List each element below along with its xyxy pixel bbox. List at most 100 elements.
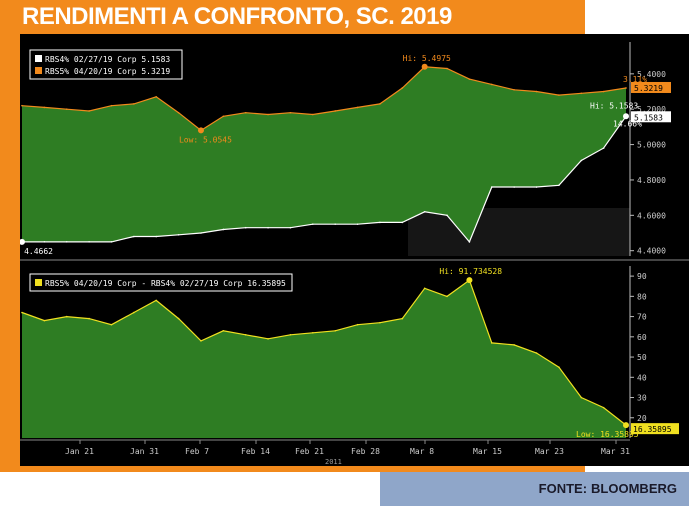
bottom-yellow-point bbox=[88, 317, 90, 320]
top-legend-label-white: RBS4% 02/27/19 Corp 5.1583 bbox=[45, 55, 170, 64]
top-hi2-label: Hi: 5.1583 bbox=[590, 101, 638, 110]
top-white-point bbox=[200, 232, 202, 234]
top-orange-point bbox=[267, 113, 269, 116]
top-diff-label-orange: 3.11% bbox=[623, 75, 647, 84]
x-tick-label: Mar 31 bbox=[601, 447, 630, 456]
bottom-legend-box bbox=[29, 273, 293, 292]
bottom-y-tick-label: 40 bbox=[637, 373, 647, 382]
top-hi-marker bbox=[421, 63, 428, 70]
bottom-yellow-point bbox=[535, 352, 538, 354]
top-white-point bbox=[133, 235, 135, 238]
bottom-yellow-point bbox=[312, 331, 314, 334]
top-y-tick-label: 5.2000 bbox=[637, 105, 666, 114]
bottom-yellow-point bbox=[43, 319, 46, 322]
top-orange-point bbox=[289, 111, 292, 114]
top-orange-point bbox=[468, 78, 471, 80]
top-orange-point bbox=[65, 108, 68, 111]
top-white-point bbox=[356, 223, 359, 225]
bottom-yellow-point bbox=[356, 323, 359, 326]
bottom-legend-label: RBS5% 04/20/19 Corp - RBS4% 02/27/19 Cor… bbox=[45, 279, 286, 288]
bottom-y-tick-label: 90 bbox=[637, 272, 647, 281]
top-white-point bbox=[267, 226, 269, 229]
x-tick-label: Feb 21 bbox=[295, 447, 324, 456]
x-tick-label: Feb 7 bbox=[185, 447, 209, 456]
top-white-point bbox=[602, 147, 605, 149]
bottom-legend-swatch bbox=[35, 279, 42, 286]
bottom-yellow-point bbox=[65, 315, 68, 318]
bottom-yellow-point bbox=[267, 338, 269, 340]
source-value: BLOOMBERG bbox=[591, 481, 677, 496]
bottom-y-tick-label: 70 bbox=[637, 313, 647, 322]
top-white-point bbox=[289, 226, 292, 229]
top-orange-point bbox=[401, 87, 404, 89]
bottom-y-tick-label: 30 bbox=[637, 394, 647, 403]
top-white-point bbox=[43, 241, 46, 243]
top-last-tag-orange bbox=[631, 81, 671, 93]
bottom-yellow-point bbox=[490, 342, 493, 344]
top-last-tag-white bbox=[631, 111, 671, 123]
x-tick-label: Feb 28 bbox=[351, 447, 380, 456]
top-orange-point bbox=[535, 90, 538, 93]
top-orange-point bbox=[558, 94, 560, 96]
top-orange-point bbox=[88, 110, 90, 112]
top-spread-area bbox=[22, 66, 626, 242]
top-white-point bbox=[490, 186, 493, 188]
top-white-point bbox=[513, 186, 515, 188]
top-orange-point bbox=[580, 92, 583, 95]
bottom-hi-label: Hi: 91.734528 bbox=[439, 267, 502, 276]
top-y-tick-label: 5.0000 bbox=[637, 141, 666, 150]
top-white-point bbox=[222, 228, 225, 231]
bottom-yellow-point bbox=[446, 295, 448, 298]
bottom-yellow-point bbox=[289, 334, 292, 336]
top-white-point bbox=[110, 241, 113, 243]
top-orange-point bbox=[513, 88, 515, 91]
bottom-low-label: Low: 16.35895 bbox=[576, 430, 639, 439]
x-tick-label: Mar 8 bbox=[410, 447, 434, 456]
bottom-yellow-point bbox=[602, 406, 605, 409]
top-white-point bbox=[312, 223, 314, 225]
bottom-yellow-point bbox=[423, 287, 426, 290]
bottom-last-value: 16.35895 bbox=[633, 425, 672, 434]
top-legend-box bbox=[29, 49, 183, 80]
top-orange-point bbox=[43, 106, 46, 109]
top-shade-region bbox=[408, 208, 630, 256]
top-white-point bbox=[177, 233, 180, 236]
top-white-point bbox=[401, 221, 404, 224]
top-white-point bbox=[446, 214, 448, 217]
top-legend-label-orange: RBS5% 04/20/19 Corp 5.3219 bbox=[45, 67, 170, 76]
top-orange-point bbox=[222, 115, 225, 118]
top-low-marker bbox=[197, 127, 204, 134]
source-bar: FONTE: BLOOMBERG bbox=[380, 472, 689, 506]
bottom-y-tick-label: 80 bbox=[637, 292, 647, 301]
top-orange-point bbox=[312, 113, 314, 116]
top-low-label: Low: 5.0545 bbox=[179, 135, 232, 144]
source-label: FONTE: bbox=[538, 481, 588, 496]
top-white-point bbox=[423, 210, 426, 213]
bottom-yellow-point bbox=[110, 323, 113, 326]
x-tick-label: Mar 23 bbox=[535, 447, 564, 456]
chart-title: RENDIMENTI A CONFRONTO, SC. 2019 bbox=[22, 3, 452, 30]
bottom-y-tick-label: 60 bbox=[637, 333, 647, 342]
top-white-point bbox=[379, 221, 381, 224]
bottom-y-tick-label: 50 bbox=[637, 353, 647, 362]
x-tick-label: Feb 14 bbox=[241, 447, 270, 456]
top-orange-point bbox=[602, 90, 605, 93]
bottom-yellow-point bbox=[244, 334, 247, 336]
bottom-yellow-point bbox=[401, 317, 404, 320]
top-series-white-line bbox=[22, 115, 627, 244]
top-white-point bbox=[558, 184, 560, 187]
top-orange-point bbox=[446, 67, 448, 70]
bloomberg-chart: 5.4000 5.2000 5.0000 4.8000 4.6000 4.4000 Hi: … bbox=[20, 34, 689, 466]
top-y-tick-label: 5.4000 bbox=[637, 70, 666, 79]
source-credit: FONTE: BLOOMBERG bbox=[539, 481, 677, 496]
bottom-legend: RBS5% 04/20/19 Corp - RBS4% 02/27/19 Cor… bbox=[29, 273, 293, 292]
top-white-point bbox=[65, 241, 68, 243]
bottom-yellow-point bbox=[513, 344, 515, 346]
top-orange-point bbox=[356, 106, 359, 109]
bottom-spread-area bbox=[22, 280, 626, 438]
top-orange-point bbox=[110, 104, 113, 107]
top-orange-point bbox=[155, 96, 158, 98]
top-orange-point bbox=[490, 83, 493, 86]
top-white-point bbox=[334, 223, 336, 225]
bottom-low-marker bbox=[623, 422, 629, 429]
